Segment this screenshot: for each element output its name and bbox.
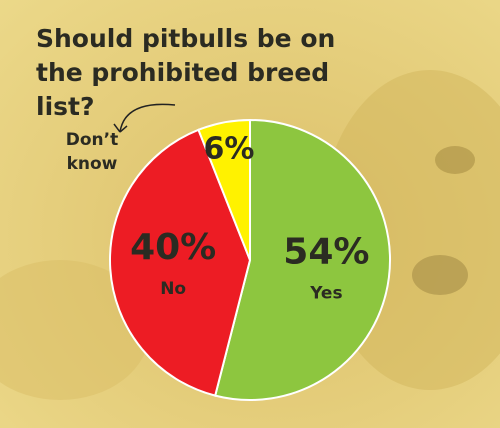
value-label: 40% <box>130 227 216 268</box>
category-label: No <box>160 279 186 299</box>
category-label: Yes <box>309 284 342 304</box>
background-shape <box>0 260 150 400</box>
pie: 54% Yes 40% No 6% <box>109 118 391 401</box>
pie-slice <box>197 118 251 261</box>
arrow-head <box>113 123 128 133</box>
pie-slice <box>213 118 391 401</box>
background-shape <box>412 255 468 295</box>
slice-label-outside: Don’t know <box>65 130 119 174</box>
value-label: 6% <box>204 131 255 166</box>
background-shape <box>435 146 475 174</box>
pie-slice <box>109 128 252 397</box>
chart-title: Should pitbulls be on the prohibited bre… <box>36 24 336 121</box>
arrow <box>119 103 176 133</box>
value-label: 54% <box>283 232 369 273</box>
